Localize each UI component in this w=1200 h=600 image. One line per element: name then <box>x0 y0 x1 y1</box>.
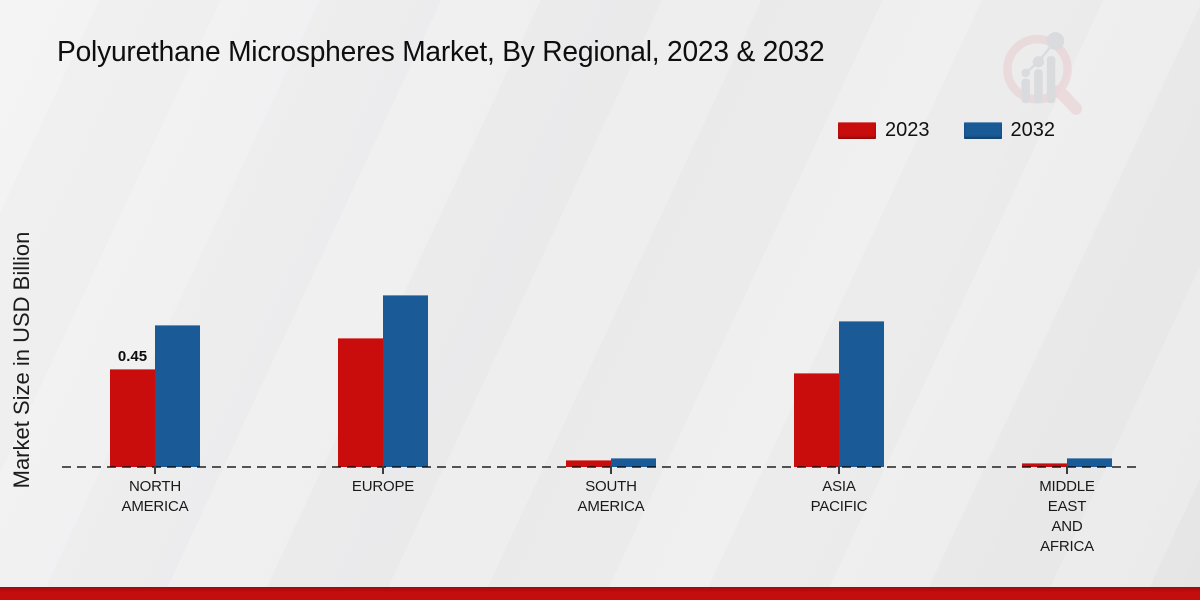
x-axis-label-asia-pacific: ASIA PACIFIC <box>810 478 868 515</box>
x-axis-label-south-america: SOUTH AMERICA <box>577 478 645 515</box>
legend-swatch-2023-icon <box>838 122 876 139</box>
magnifier-bar-chart-logo-icon <box>1003 32 1083 115</box>
chart-title: Polyurethane Microspheres Market, By Reg… <box>57 36 825 68</box>
legend-label-2032: 2032 <box>1010 119 1056 141</box>
x-axis-baseline <box>62 466 1141 468</box>
x-axis-tick-asia-pacific <box>838 466 840 474</box>
footer-accent-bar <box>0 587 1200 600</box>
x-axis-label-middle-east-and-africa: MIDDLE EAST AND AFRICA <box>1039 478 1095 555</box>
legend-item-2032: 2032 <box>963 119 1056 142</box>
bar-2023-south-america <box>566 460 611 467</box>
bar-2023-asia-pacific <box>794 373 839 467</box>
legend-swatch-2032-icon <box>963 122 1002 139</box>
bar-2032-north-america <box>155 325 200 467</box>
legend-item-2023: 2023 <box>838 119 930 142</box>
x-axis-tick-north-america <box>154 466 156 474</box>
bar-2032-south-america <box>611 458 656 467</box>
x-axis-label-europe: EUROPE <box>351 478 415 495</box>
legend-label-2023: 2023 <box>885 119 930 141</box>
x-axis-tick-south-america <box>610 466 612 474</box>
x-axis-tick-europe <box>382 466 384 474</box>
legend: 2023 2032 <box>838 119 1055 142</box>
bar-2032-europe <box>383 295 428 467</box>
x-axis-tick-middle-east-and-africa <box>1066 466 1068 474</box>
bar-value-label: 0.45 <box>117 348 148 365</box>
bar-2023-middle-east-and-africa <box>1022 463 1067 467</box>
x-axis-label-north-america: NORTH AMERICA <box>121 478 189 515</box>
bar-2032-asia-pacific <box>839 321 884 467</box>
bar-2032-middle-east-and-africa <box>1067 458 1112 467</box>
bar-2023-north-america <box>110 369 155 467</box>
bar-2023-europe <box>338 338 383 467</box>
